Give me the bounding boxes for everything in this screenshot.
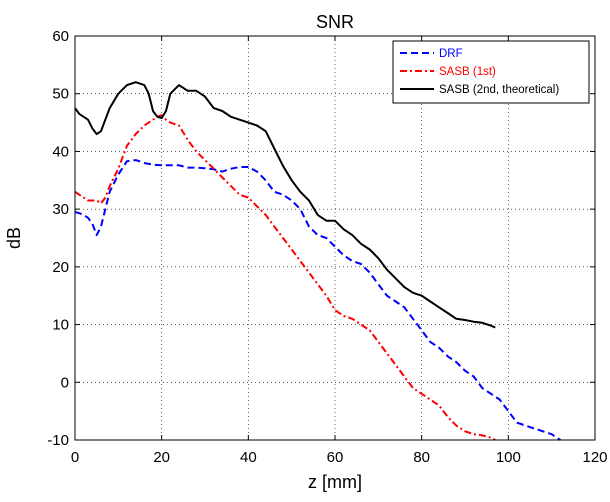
x-tick-label: 120: [582, 449, 607, 466]
legend-label: SASB (2nd, theoretical): [439, 84, 559, 96]
x-tick-label: 0: [71, 449, 79, 466]
grid-lines: [75, 36, 595, 440]
x-tick-label: 60: [327, 449, 344, 466]
x-tick-label: 100: [496, 449, 521, 466]
x-tick-label: 40: [240, 449, 257, 466]
legend-label: DRF: [439, 48, 463, 60]
y-tick-label: 10: [52, 317, 69, 334]
series-layer: [74, 81, 561, 441]
legend: DRF SASB (1st) SASB (2nd, theoretical): [392, 40, 590, 104]
series-line-drf: [74, 159, 561, 441]
y-tick-label: -10: [47, 432, 69, 449]
y-tick-label: 40: [52, 143, 69, 160]
legend-label: SASB (1st): [439, 66, 496, 78]
chart-title: SNR: [316, 12, 354, 32]
series-line-sasb-1st: [74, 114, 496, 441]
y-tick-label: 50: [52, 86, 69, 103]
y-tick-label: 20: [52, 259, 69, 276]
y-axis-label: dB: [4, 227, 24, 249]
y-tick-label: 30: [52, 201, 69, 218]
series-line-sasb-2nd-theoretical: [74, 81, 496, 329]
y-tick-label: 60: [52, 28, 69, 45]
x-tick-label: 80: [413, 449, 430, 466]
x-tick-label: 20: [153, 449, 170, 466]
y-tick-label: 0: [61, 374, 69, 391]
x-axis-label: z [mm]: [308, 472, 362, 492]
